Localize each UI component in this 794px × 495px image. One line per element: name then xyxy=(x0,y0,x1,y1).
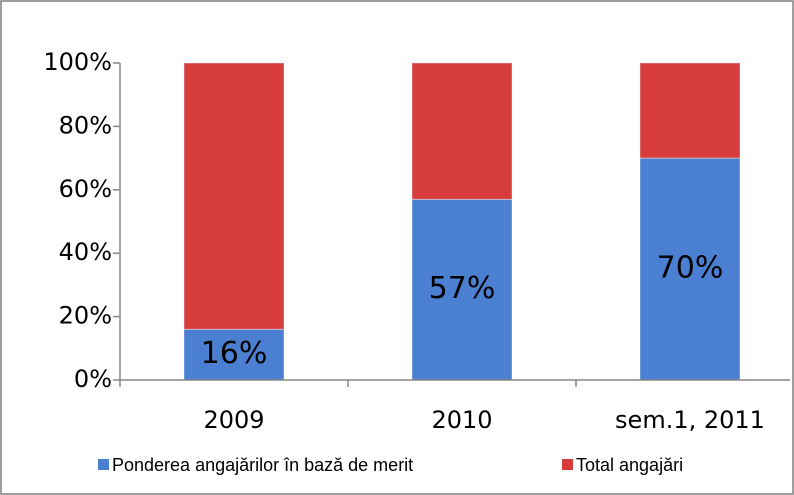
y-tick-label: 100% xyxy=(43,48,112,76)
x-tick-label: 2009 xyxy=(203,406,264,434)
y-tick-label: 0% xyxy=(74,365,112,393)
bar-segment xyxy=(183,62,285,330)
bar-segment xyxy=(639,62,741,159)
x-tick-label: 2010 xyxy=(431,406,492,434)
data-label: 57% xyxy=(429,271,496,306)
y-tick-label: 20% xyxy=(59,302,112,330)
x-tick-label: sem.1, 2011 xyxy=(615,406,765,434)
legend-label: Ponderea angajărilor în bază de merit xyxy=(112,455,413,475)
data-label: 16% xyxy=(201,336,268,371)
legend-marker xyxy=(98,459,109,470)
legend-label: Total angajări xyxy=(576,455,683,475)
y-tick-label: 60% xyxy=(59,175,112,203)
y-tick-label: 40% xyxy=(59,238,112,266)
y-tick-label: 80% xyxy=(59,111,112,139)
legend-marker xyxy=(562,459,573,470)
bar-segment xyxy=(183,328,285,381)
bar-segment xyxy=(411,198,513,381)
data-label: 70% xyxy=(657,251,724,286)
bar-segment xyxy=(411,62,513,200)
